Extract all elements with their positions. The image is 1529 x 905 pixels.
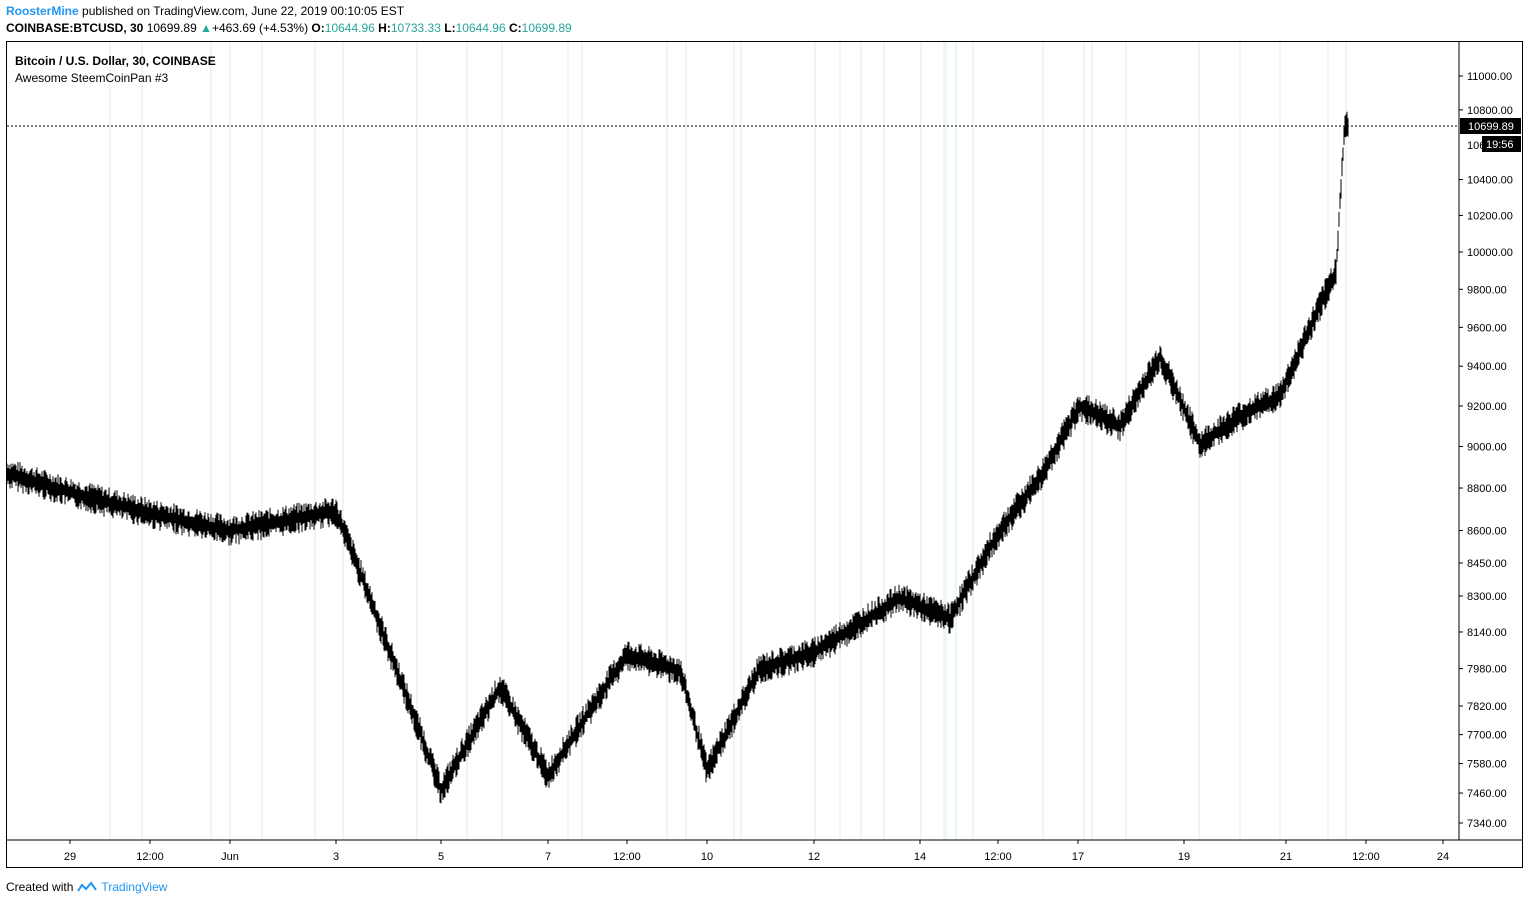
time-axis: 29 12:00 Jun 3 5 7 12:00 10 12 14 12:00 17 19 21 12:00… xyxy=(64,840,1449,863)
last-price: 10699.89 xyxy=(146,21,197,35)
last-price-tag: 10699.89 xyxy=(1460,118,1521,134)
price-tick-label: 9000.00 xyxy=(1467,442,1507,454)
time-tick-label: 12:00 xyxy=(613,851,641,863)
time-tick-label: 3 xyxy=(333,851,339,863)
price-tick-label: 9800.00 xyxy=(1467,284,1507,296)
price-tick-label: 9200.00 xyxy=(1467,401,1507,413)
last-price-tag-text: 10699.89 xyxy=(1468,121,1514,133)
price-line xyxy=(6,111,1349,804)
time-tick-label: 10 xyxy=(701,851,713,863)
chart-legend: Bitcoin / U.S. Dollar, 30, COINBASE Awes… xyxy=(15,53,216,87)
price-axis: 11000.00 10800.00 10400.00 10200.00 10000.00… xyxy=(1459,71,1513,830)
price-series xyxy=(6,111,1349,804)
tradingview-link[interactable]: TradingView xyxy=(101,880,168,894)
time-tick-label: 17 xyxy=(1072,851,1084,863)
time-tick-label: 5 xyxy=(438,851,444,863)
author-link[interactable]: RoosterMine xyxy=(6,4,79,18)
price-tick-label: 8300.00 xyxy=(1467,591,1507,603)
time-tick-label: 12 xyxy=(808,851,820,863)
price-tick-label: 10200.00 xyxy=(1467,210,1513,222)
series-title: Bitcoin / U.S. Dollar, 30, COINBASE xyxy=(15,54,216,68)
price-tick-label: 11000.00 xyxy=(1467,71,1512,83)
open-value: 10644.96 xyxy=(324,21,375,35)
low-label: L: xyxy=(444,21,456,35)
created-with-label: Created with xyxy=(6,880,74,894)
published-text: published on TradingView.com, June 22, 2… xyxy=(82,4,405,18)
price-tick-label: 8600.00 xyxy=(1467,525,1507,537)
time-tick-label: 24 xyxy=(1437,851,1449,863)
time-tick-label: 21 xyxy=(1280,851,1292,863)
price-tick-label: 9600.00 xyxy=(1467,322,1507,334)
low-value: 10644.96 xyxy=(455,21,506,35)
price-tick-label: 8140.00 xyxy=(1467,627,1507,639)
chart-frame xyxy=(6,41,1523,868)
price-tick-label: 10400.00 xyxy=(1467,175,1513,187)
footer: Created with TradingView xyxy=(6,880,167,894)
tradingview-logo-icon xyxy=(77,881,98,892)
up-arrow-icon: ▲ xyxy=(200,21,212,35)
time-tick-label: 12:00 xyxy=(984,851,1012,863)
price-tick-label: 7980.00 xyxy=(1467,664,1507,676)
change-value: +463.69 (+4.53%) xyxy=(212,21,309,35)
price-tick-label: 8450.00 xyxy=(1467,558,1507,570)
price-tick-label: 7580.00 xyxy=(1467,759,1507,771)
publish-info: RoosterMine published on TradingView.com… xyxy=(6,4,404,18)
price-tick-label: 7340.00 xyxy=(1467,818,1507,830)
price-tick-label: 9400.00 xyxy=(1467,361,1507,373)
high-value: 10733.33 xyxy=(390,21,441,35)
price-tick-label: 7820.00 xyxy=(1467,701,1507,713)
countdown-tag: 10600.00 19:56 xyxy=(1467,136,1521,152)
time-tick-label: 12:00 xyxy=(1352,851,1380,863)
price-tick-label: 10000.00 xyxy=(1467,247,1513,259)
indicator-label: Awesome SteemCoinPan #3 xyxy=(15,71,169,85)
close-label: C: xyxy=(508,21,522,35)
countdown-tag-text: 19:56 xyxy=(1486,139,1514,151)
symbol-label: COINBASE:BTCUSD, 30 xyxy=(6,21,144,35)
price-tick-label: 10800.00 xyxy=(1467,105,1513,117)
price-tick-label: 7460.00 xyxy=(1467,788,1507,800)
time-tick-label: 7 xyxy=(545,851,551,863)
open-label: O: xyxy=(311,21,325,35)
close-value: 10699.89 xyxy=(521,21,572,35)
quote-bar: COINBASE:BTCUSD, 30 10699.89 ▲+463.69 (+… xyxy=(6,21,572,35)
high-label: H: xyxy=(378,21,391,35)
time-tick-label: 19 xyxy=(1178,851,1190,863)
time-tick-label: 29 xyxy=(64,851,76,863)
time-tick-label: 14 xyxy=(914,851,926,863)
time-tick-label: 12:00 xyxy=(136,851,164,863)
time-tick-label: Jun xyxy=(221,851,239,863)
price-tick-label: 8800.00 xyxy=(1467,483,1507,495)
price-tick-label: 7700.00 xyxy=(1467,730,1507,742)
